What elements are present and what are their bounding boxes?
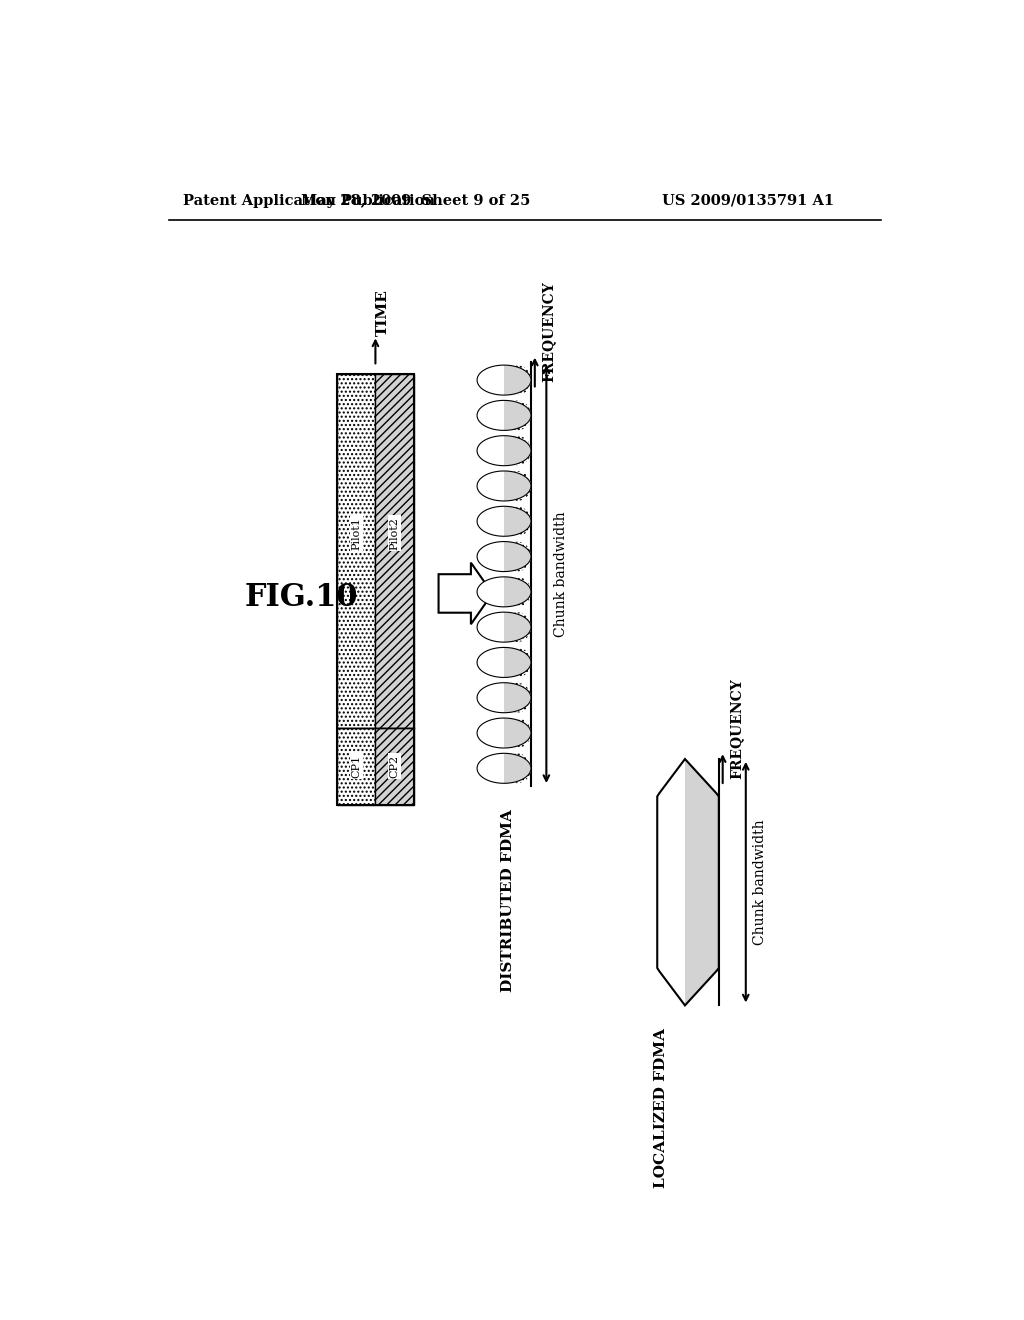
Text: Patent Application Publication: Patent Application Publication xyxy=(183,194,435,207)
Polygon shape xyxy=(685,759,719,1006)
Text: Chunk bandwidth: Chunk bandwidth xyxy=(754,820,768,945)
Text: US 2009/0135791 A1: US 2009/0135791 A1 xyxy=(662,194,834,207)
Polygon shape xyxy=(477,718,504,748)
Text: TIME: TIME xyxy=(376,289,390,335)
Text: Pilot2: Pilot2 xyxy=(390,516,399,549)
Text: CP2: CP2 xyxy=(390,755,399,777)
Ellipse shape xyxy=(504,718,531,748)
Ellipse shape xyxy=(504,541,531,572)
Polygon shape xyxy=(504,718,530,748)
Ellipse shape xyxy=(504,366,531,395)
Text: CP1: CP1 xyxy=(351,755,361,777)
Polygon shape xyxy=(477,612,504,642)
Text: DISTRIBUTED FDMA: DISTRIBUTED FDMA xyxy=(501,809,515,991)
Ellipse shape xyxy=(504,577,531,607)
Text: Chunk bandwidth: Chunk bandwidth xyxy=(554,511,568,638)
Ellipse shape xyxy=(504,400,531,430)
Polygon shape xyxy=(504,436,530,466)
Ellipse shape xyxy=(504,612,531,642)
Polygon shape xyxy=(477,577,504,607)
Polygon shape xyxy=(504,577,530,607)
Polygon shape xyxy=(504,366,530,395)
Text: LOCALIZED FDMA: LOCALIZED FDMA xyxy=(654,1028,668,1188)
Polygon shape xyxy=(477,541,504,572)
Polygon shape xyxy=(504,647,530,677)
Ellipse shape xyxy=(504,436,531,466)
Bar xyxy=(337,727,376,805)
Ellipse shape xyxy=(504,648,531,677)
Polygon shape xyxy=(438,562,493,624)
Polygon shape xyxy=(477,682,504,713)
Polygon shape xyxy=(504,541,530,572)
Polygon shape xyxy=(477,754,504,783)
Polygon shape xyxy=(477,366,504,395)
Bar xyxy=(337,374,376,727)
Ellipse shape xyxy=(504,682,531,713)
Bar xyxy=(376,374,414,727)
Polygon shape xyxy=(504,612,530,642)
Polygon shape xyxy=(504,682,530,713)
Polygon shape xyxy=(657,759,685,1006)
Text: FREQUENCY: FREQUENCY xyxy=(542,281,556,381)
Bar xyxy=(376,727,414,805)
Polygon shape xyxy=(477,400,504,430)
Bar xyxy=(337,374,414,805)
Polygon shape xyxy=(504,507,530,536)
Text: FREQUENCY: FREQUENCY xyxy=(729,678,743,779)
Polygon shape xyxy=(477,471,504,502)
Polygon shape xyxy=(477,647,504,677)
Ellipse shape xyxy=(504,507,531,536)
Text: FIG.10: FIG.10 xyxy=(245,582,358,612)
Ellipse shape xyxy=(504,471,531,500)
Text: May 28, 2009  Sheet 9 of 25: May 28, 2009 Sheet 9 of 25 xyxy=(301,194,530,207)
Text: Pilot1: Pilot1 xyxy=(351,516,361,549)
Polygon shape xyxy=(477,507,504,536)
Polygon shape xyxy=(477,436,504,466)
Polygon shape xyxy=(504,400,530,430)
Polygon shape xyxy=(504,754,530,783)
Ellipse shape xyxy=(504,754,531,783)
Polygon shape xyxy=(504,471,530,502)
